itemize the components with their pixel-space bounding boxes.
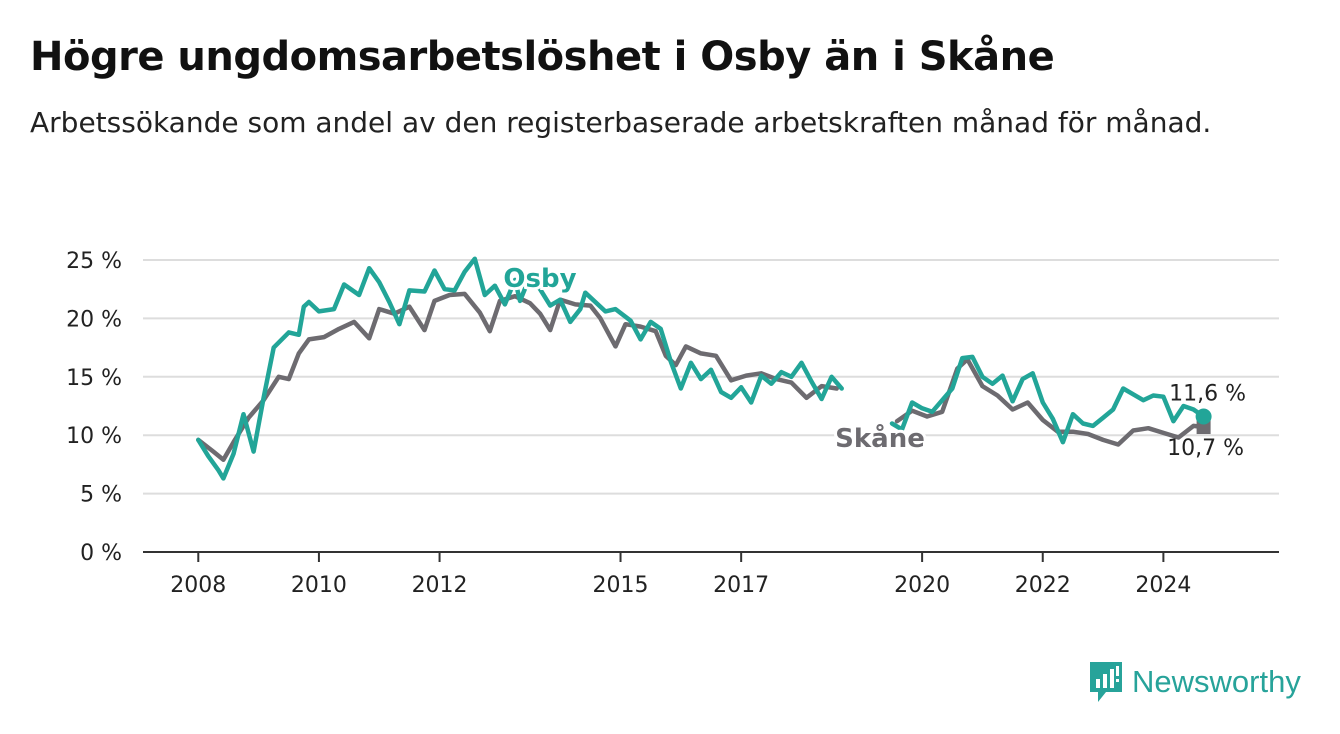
y-tick-label: 0 % (80, 541, 122, 566)
chart-subtitle: Arbetssökande som andel av den registerb… (30, 106, 1212, 139)
y-tick-label: 5 % (80, 483, 122, 508)
y-tick-label: 15 % (66, 366, 122, 391)
x-tick-label: 2024 (1135, 573, 1191, 598)
x-tick-label: 2017 (713, 573, 769, 598)
end-value-label-osby: 11,6 % (1169, 382, 1246, 407)
y-axis: 0 % 5 % 10 % 15 % 20 % 25 % (66, 249, 122, 566)
brand-name: Newsworthy (1132, 664, 1301, 699)
series-line-osby (196, 256, 844, 481)
x-tick-label: 2022 (1015, 573, 1071, 598)
series-line-skane (196, 291, 839, 462)
y-tick-label: 25 % (66, 249, 122, 274)
y-tick-label: 10 % (66, 424, 122, 449)
y-tick-label: 20 % (66, 307, 122, 332)
bar-chart-logo-icon (1090, 662, 1122, 702)
series-end-marker-osby (1195, 408, 1212, 425)
x-tick-label: 2010 (291, 573, 347, 598)
chart-title: Högre ungdomsarbetslöshet i Osby än i Sk… (30, 34, 1055, 80)
gridlines (143, 259, 1279, 495)
x-tick-label: 2015 (593, 573, 649, 598)
series-lines (196, 256, 1206, 481)
end-value-label-skane: 10,7 % (1167, 436, 1244, 461)
x-tick-label: 2008 (170, 573, 226, 598)
line-chart: 0 %5 %10 %15 %20 %25 % 2008 2010 2012 2015 2… (66, 249, 1279, 598)
brand-logo: Newsworthy (1088, 660, 1301, 704)
series-line-osby (889, 354, 1206, 445)
x-tick-label: 2020 (894, 573, 950, 598)
series-labels: 11,6 % 10,7 % Skåne Osby (500, 261, 1246, 461)
series-label-osby: Osby (503, 264, 576, 294)
x-axis: 2008 2010 2012 2015 2017 2020 2022 2024 (170, 552, 1191, 598)
series-label-skane: Skåne (835, 422, 925, 454)
x-tick-label: 2012 (412, 573, 468, 598)
